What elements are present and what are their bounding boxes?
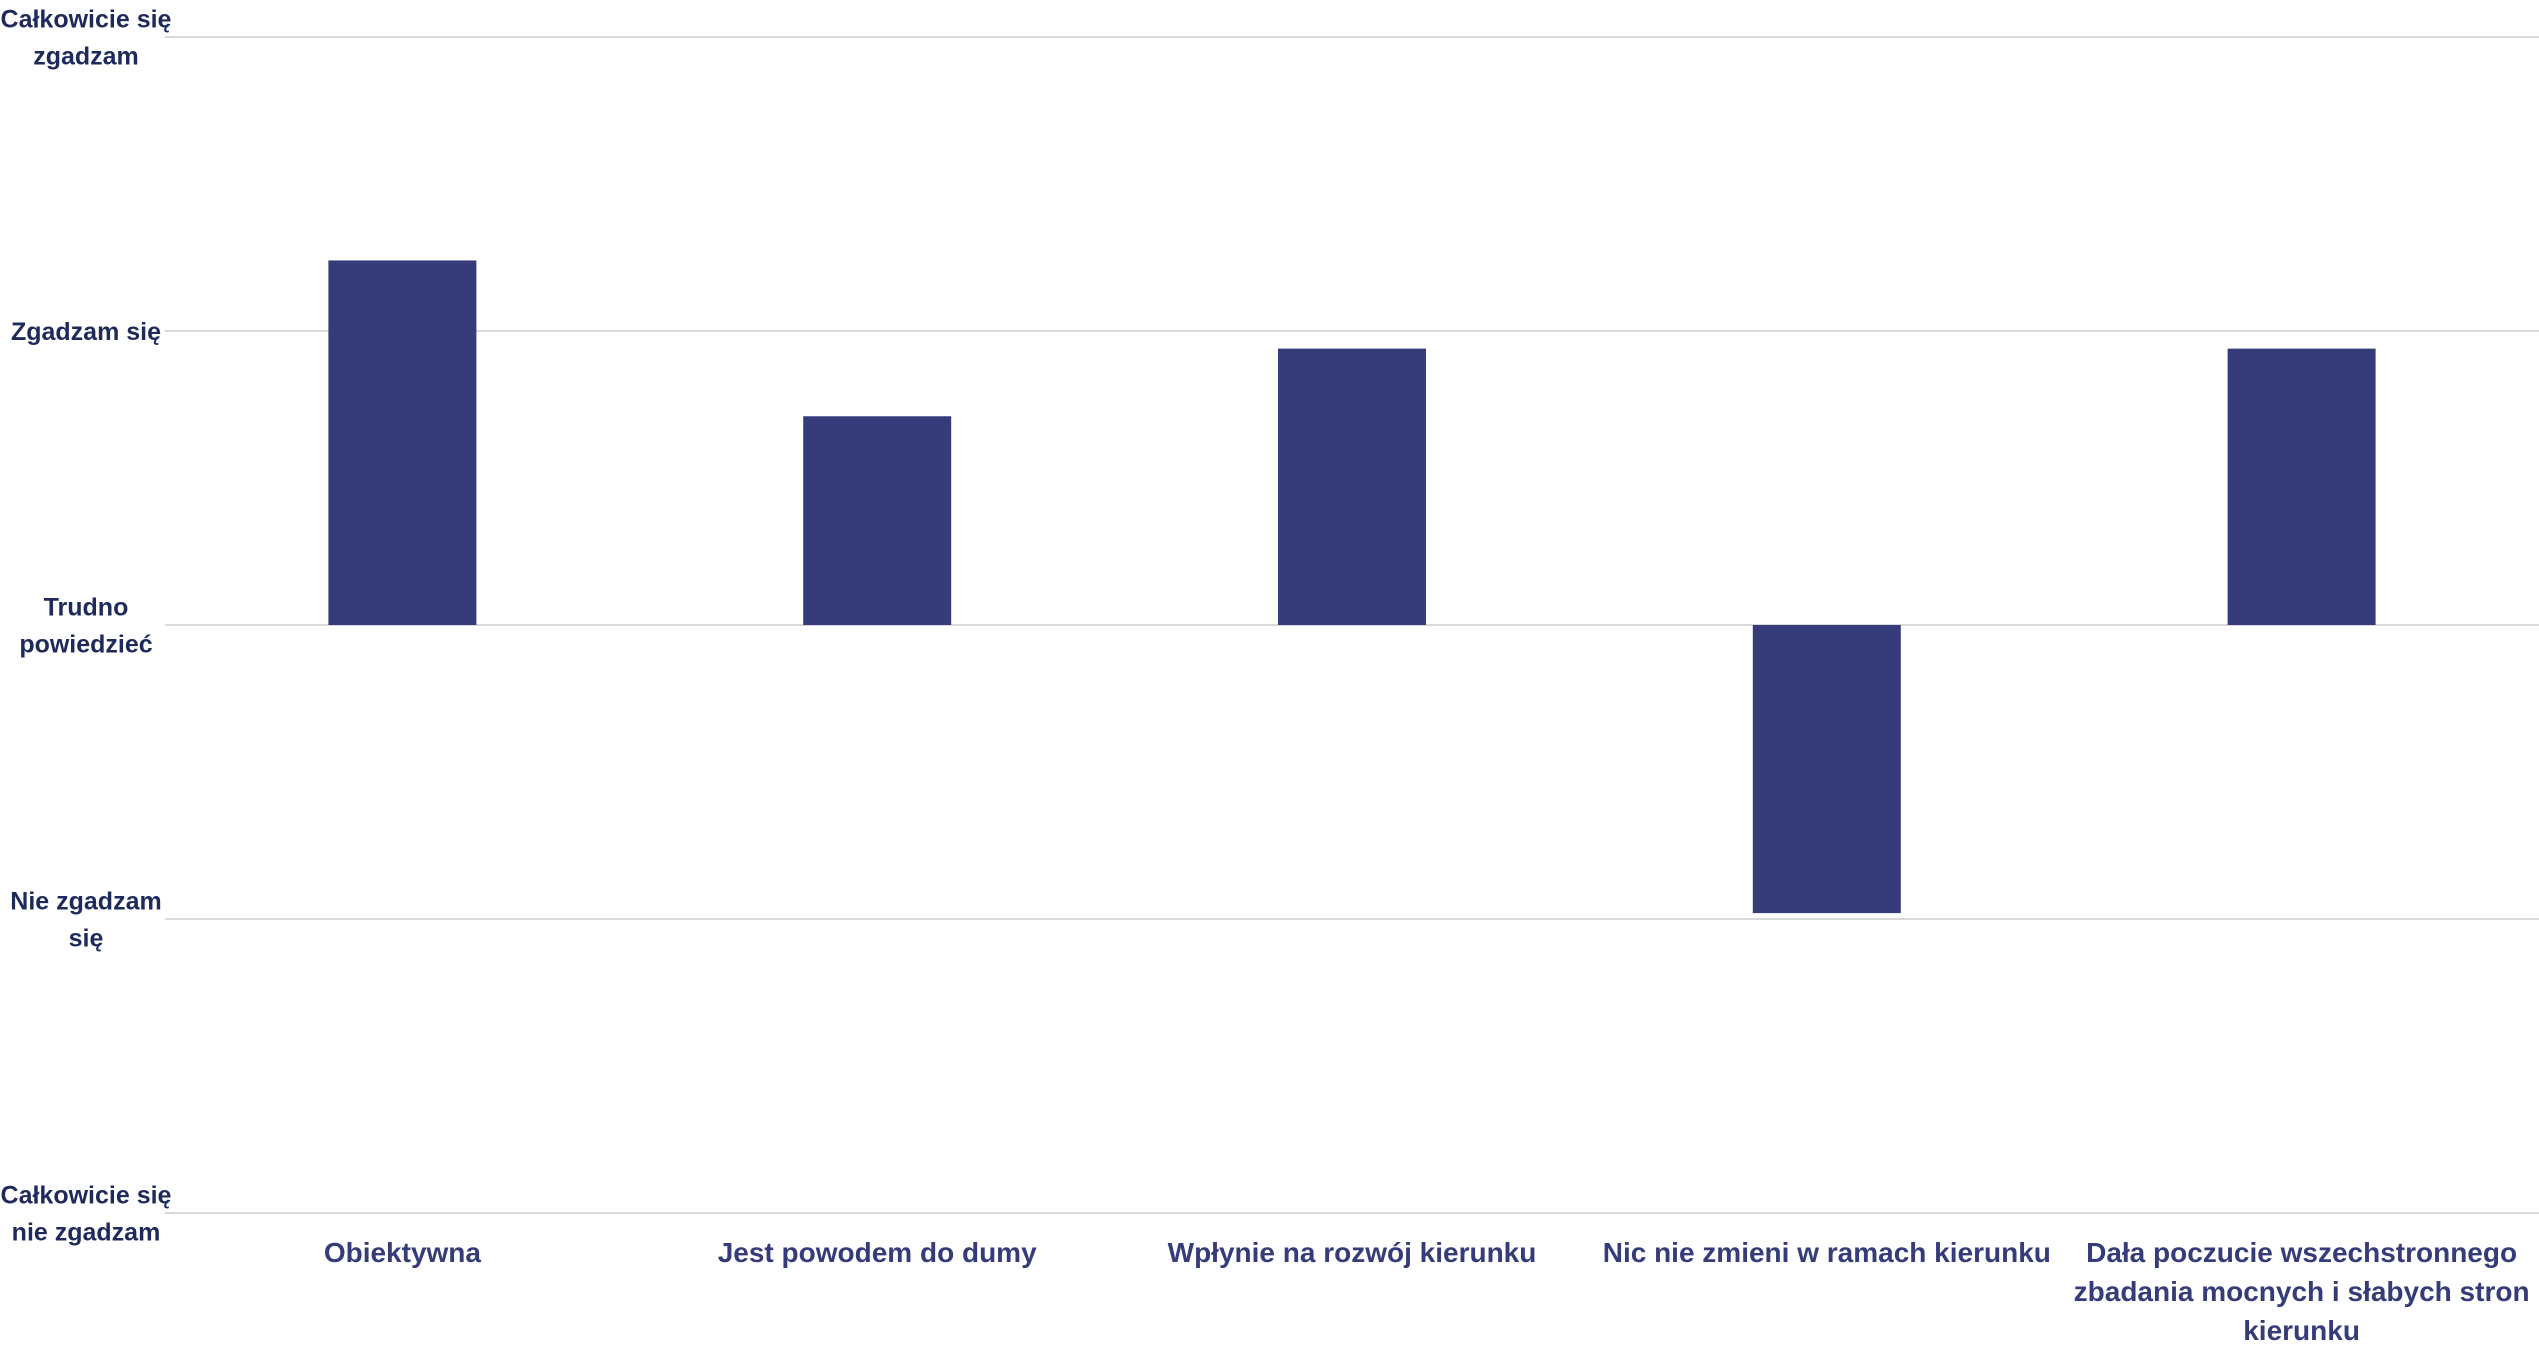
bar-4 [2227, 348, 2376, 625]
y-tick-label-3: Nie zgadzam się [10, 888, 161, 953]
y-tick-label-line: Trudno [44, 594, 129, 622]
y-tick-label-line: nie zgadzam [12, 1219, 161, 1247]
x-category-label-0: Obiektywna [324, 1237, 482, 1268]
x-category-label-4: Dała poczucie wszechstronnego zbadania mo… [2074, 1237, 2530, 1344]
y-tick-label-0: Całkowicie się zgadzam [1, 6, 172, 71]
y-tick-label-1: Zgadzam się [11, 318, 161, 346]
y-tick-label-line: powiedzieć [19, 631, 152, 659]
x-category-label-line: Dała poczucie wszechstronnego [2086, 1237, 2517, 1268]
y-tick-label-line: Nie zgadzam [10, 888, 161, 916]
x-category-label-line: Nic nie zmieni w ramach kierunku [1603, 1237, 2051, 1268]
y-axis-tick-labels: Całkowicie się zgadzam Zgadzam się Trudno po… [1, 6, 172, 1247]
bar-0 [328, 260, 477, 625]
x-category-label-3: Nic nie zmieni w ramach kierunku [1603, 1237, 2051, 1268]
y-tick-label-line: się [69, 925, 104, 953]
y-tick-label-line: Całkowicie się [1, 1182, 172, 1210]
x-category-label-line: Jest powodem do dumy [718, 1237, 1037, 1268]
y-tick-label-line: zgadzam [33, 43, 139, 71]
x-category-label-1: Jest powodem do dumy [718, 1237, 1037, 1268]
bars [328, 260, 2376, 914]
y-tick-label-2: Trudno powiedzieć [19, 594, 152, 659]
y-tick-label-4: Całkowicie się nie zgadzam [1, 1182, 172, 1247]
x-category-label-line: kierunku [2243, 1315, 2360, 1344]
x-category-label-line: Obiektywna [324, 1237, 482, 1268]
x-category-label-line: Wpłynie na rozwój kierunku [1168, 1237, 1537, 1268]
x-axis-category-labels: Obiektywna Jest powodem do dumy Wpłynie na… [324, 1237, 2530, 1346]
y-tick-label-line: Całkowicie się [1, 6, 172, 34]
bar-3 [1752, 625, 1901, 914]
bar-1 [803, 416, 952, 625]
bar-2 [1278, 348, 1426, 625]
x-category-label-line: zbadania mocnych i słabych stron [2074, 1276, 2530, 1307]
x-category-label-2: Wpłynie na rozwój kierunku [1168, 1237, 1537, 1268]
y-tick-label-line: Zgadzam się [11, 318, 161, 346]
